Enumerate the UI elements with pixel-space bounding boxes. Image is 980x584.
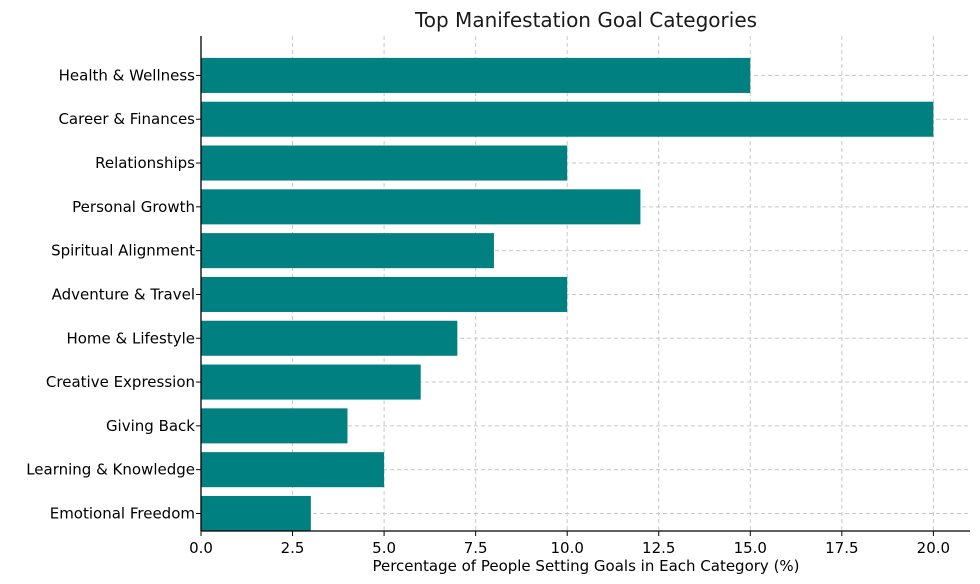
x-tick-labels: 0.0 2.5 5.0 7.5 10.0 12.5 15.0 17.5 20.0 — [189, 539, 950, 557]
bar — [201, 233, 494, 269]
x-tick-label: 7.5 — [464, 539, 488, 557]
chart-title: Top Manifestation Goal Categories — [414, 8, 757, 32]
bar — [201, 364, 421, 400]
y-tick-label: Career & Finances — [58, 110, 195, 128]
x-tick-label: 17.5 — [825, 539, 858, 557]
x-tick-label: 0.0 — [189, 539, 213, 557]
bar — [201, 101, 934, 137]
y-tick-label: Creative Expression — [46, 373, 195, 391]
y-tick-label: Home & Lifestyle — [66, 329, 195, 347]
y-tick-label: Spiritual Alignment — [51, 242, 195, 260]
y-tick-labels: Health & Wellness Career & Finances Relati… — [26, 66, 195, 522]
bar-series — [201, 57, 934, 531]
y-tick-label: Learning & Knowledge — [26, 461, 195, 479]
x-tick-label: 5.0 — [372, 539, 396, 557]
bar — [201, 189, 641, 225]
y-tick-label: Giving Back — [106, 417, 195, 435]
x-tick-label: 2.5 — [281, 539, 305, 557]
x-tick-label: 15.0 — [734, 539, 767, 557]
bar — [201, 57, 751, 93]
bar — [201, 452, 385, 488]
y-tick-label: Health & Wellness — [59, 66, 196, 84]
bar — [201, 408, 348, 444]
bar — [201, 276, 568, 312]
x-tick-label: 12.5 — [642, 539, 675, 557]
axes — [196, 36, 970, 536]
y-tick-label: Emotional Freedom — [50, 504, 195, 522]
bar — [201, 320, 458, 356]
x-tick-label: 10.0 — [550, 539, 583, 557]
y-tick-label: Relationships — [95, 154, 195, 172]
y-tick-label: Personal Growth — [72, 198, 195, 216]
x-tick-label: 20.0 — [917, 539, 950, 557]
y-tick-label: Adventure & Travel — [52, 285, 195, 303]
bar — [201, 495, 311, 531]
bar — [201, 145, 568, 181]
x-axis-label: Percentage of People Setting Goals in Ea… — [372, 557, 799, 575]
